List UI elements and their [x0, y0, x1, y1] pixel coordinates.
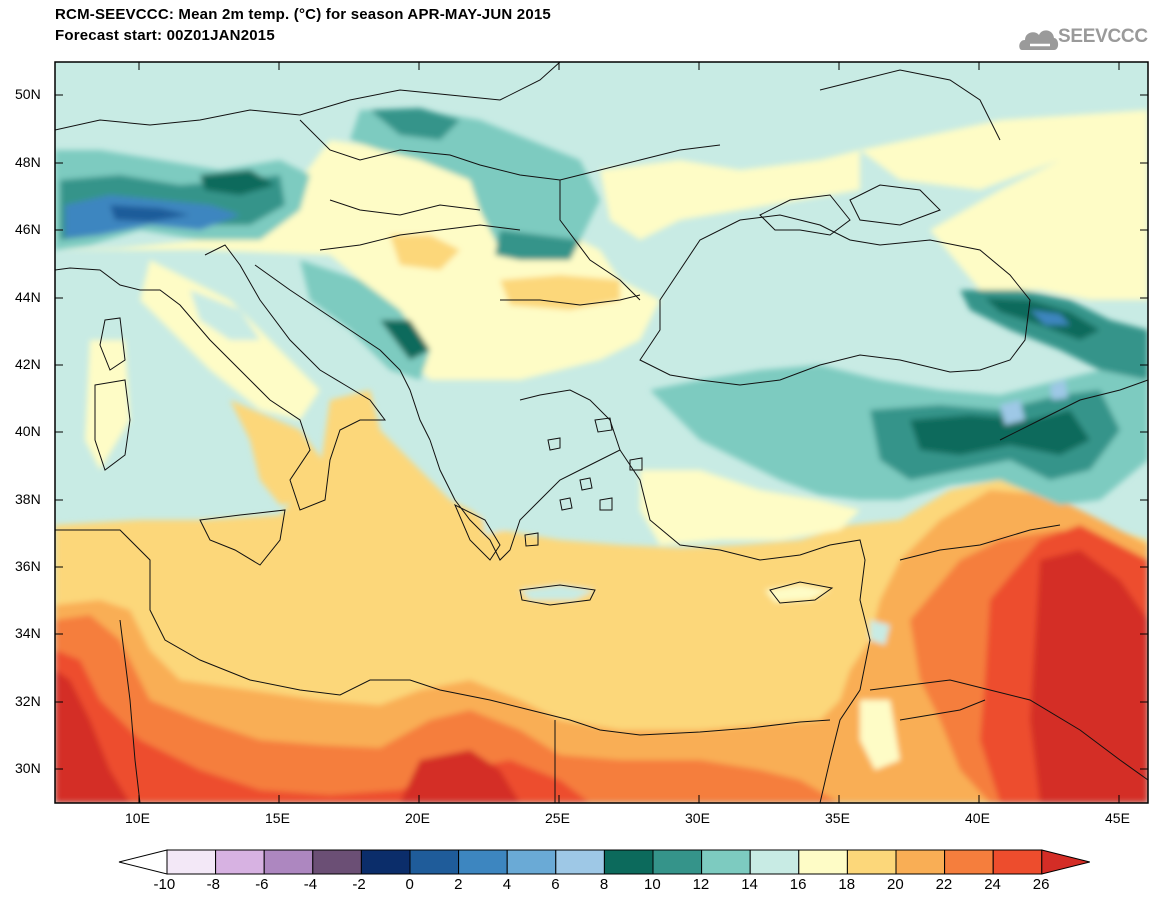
lat-label-30n: 30N	[15, 760, 41, 776]
lat-label-34n: 34N	[15, 625, 41, 641]
lat-label-36n: 36N	[15, 558, 41, 574]
colorbar-tick-label: 26	[1032, 876, 1050, 893]
colorbar-tick-label: -2	[352, 876, 366, 893]
colorbar	[118, 849, 1090, 875]
colorbar-segment	[749, 849, 800, 875]
lat-label-46n: 46N	[15, 221, 41, 237]
colorbar-tick-label: 12	[692, 876, 710, 893]
lon-ticks	[138, 62, 1120, 803]
lon-label-30e: 30E	[685, 810, 710, 826]
lat-label-40n: 40N	[15, 423, 41, 439]
colorbar-segment	[215, 849, 265, 875]
forecast-start-label: Forecast start: 00Z01JAN2015	[55, 27, 275, 44]
colorbar-segment	[409, 849, 460, 875]
coastlines	[55, 62, 1148, 803]
colorbar-segment	[166, 849, 217, 875]
lon-label-40e: 40E	[965, 810, 990, 826]
lon-label-35e: 35E	[825, 810, 850, 826]
colorbar-tick-label: -4	[303, 876, 318, 893]
colorbar-tick-label: 14	[741, 876, 758, 893]
colorbar-segment	[701, 849, 751, 875]
colorbar-tick-label: 22	[935, 876, 953, 893]
colorbar-tick-label: 0	[405, 876, 414, 893]
colorbar-segment	[458, 849, 508, 875]
colorbar-tick-label: -10	[153, 876, 176, 893]
lon-label-25e: 25E	[545, 810, 570, 826]
colorbar-tick-label: 4	[502, 876, 512, 893]
lon-label-15e: 15E	[265, 810, 290, 826]
lat-ticks	[55, 94, 1148, 770]
colorbar-segment	[360, 849, 411, 875]
colorbar-tick-label: -6	[255, 876, 269, 893]
map-title: RCM-SEEVCCC: Mean 2m temp. (°C) for seas…	[55, 6, 551, 23]
lat-label-48n: 48N	[15, 154, 41, 170]
lon-label-20e: 20E	[405, 810, 430, 826]
colorbar-tick-label: 16	[789, 876, 807, 893]
colorbar-max-triangle	[1041, 849, 1090, 875]
colorbar-tick-label: 6	[551, 876, 560, 893]
colorbar-tick-label: 20	[887, 876, 904, 893]
seevccc-logo-cloud-icon	[1019, 30, 1059, 50]
lon-label-10e: 10E	[125, 810, 150, 826]
logo-text: SEEVCCC	[1058, 26, 1148, 47]
colorbar-segment	[944, 849, 994, 875]
lon-label-45e: 45E	[1105, 810, 1130, 826]
colorbar-segment	[992, 849, 1043, 875]
colorbar-segment	[798, 849, 848, 875]
colorbar-tick-label: 24	[984, 876, 1001, 893]
colorbar-segment	[506, 849, 557, 875]
lat-label-32n: 32N	[15, 693, 41, 709]
colorbar-segment	[603, 849, 654, 875]
lat-label-50n: 50N	[15, 86, 41, 102]
colorbar-segment	[652, 849, 703, 875]
colorbar-segment	[895, 849, 946, 875]
colorbar-min-triangle	[118, 849, 168, 875]
colorbar-tick-label: -8	[206, 876, 220, 893]
colorbar-tick-label: 8	[599, 876, 609, 893]
colorbar-segment	[312, 849, 362, 875]
colorbar-tick-label: 18	[838, 876, 856, 893]
colorbar-segment	[846, 849, 897, 875]
colorbar-tick-label: 2	[454, 876, 463, 893]
colorbar-tick-label: 10	[644, 876, 661, 893]
lat-label-44n: 44N	[15, 289, 41, 305]
colorbar-segment	[555, 849, 605, 875]
colorbar-segment	[263, 849, 314, 875]
lat-label-38n: 38N	[15, 491, 41, 507]
lat-label-42n: 42N	[15, 356, 41, 372]
temperature-field	[55, 62, 1148, 803]
